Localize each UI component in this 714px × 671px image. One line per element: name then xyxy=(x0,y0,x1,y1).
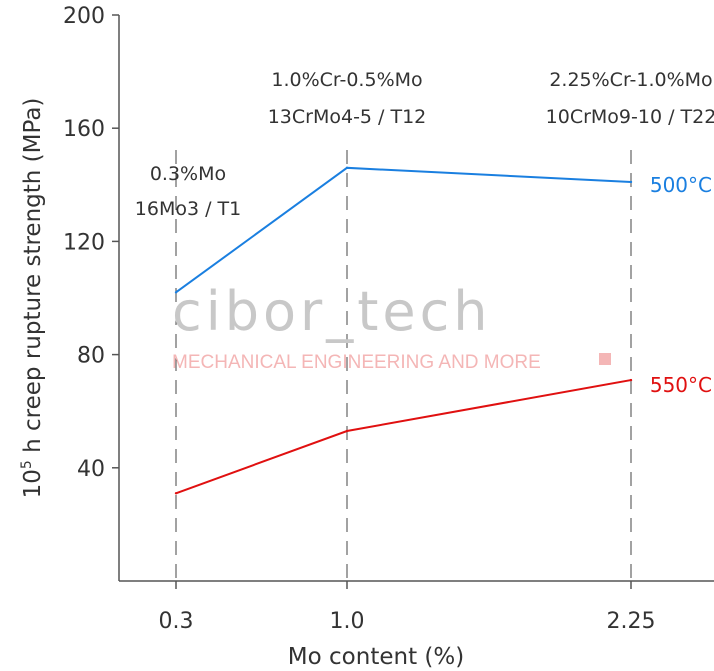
series-label-0: 500°C xyxy=(650,173,712,197)
series-0-point-0 xyxy=(174,291,178,294)
series-1-point-1 xyxy=(345,429,349,433)
annotation-0-line-1: 16Mo3 / T1 xyxy=(135,198,241,220)
y-tick-label-2: 120 xyxy=(63,230,105,255)
y-tick-label-4: 200 xyxy=(63,4,105,29)
y-axis-title: 105 h creep rupture strength (MPa) xyxy=(19,98,46,499)
series-0-point-2 xyxy=(629,180,633,184)
x-axis-title: Mo content (%) xyxy=(288,644,464,670)
x-ticks: 0.3 1.0 2.25 xyxy=(159,581,656,634)
annotation-1-line-0: 1.0%Cr-0.5%Mo xyxy=(271,69,422,91)
series-labels: 500°C 550°C xyxy=(650,173,712,397)
annotation-0-line-0: 0.3%Mo xyxy=(150,163,226,185)
series-label-1: 550°C xyxy=(650,373,712,397)
watermark-subtitle: MECHANICAL ENGINEERING AND MORE xyxy=(172,352,541,373)
series-1-point-0 xyxy=(174,492,178,495)
watermark-logo: cibor_tech xyxy=(172,280,492,343)
series xyxy=(174,166,633,495)
annotation-2-line-1: 10CrMo9-10 / T22 xyxy=(546,106,714,128)
series-line-0 xyxy=(175,166,632,294)
x-tick-label-0: 0.3 xyxy=(159,609,194,634)
steel-grade-annotations: 0.3%Mo 16Mo3 / T1 1.0%Cr-0.5%Mo 13CrMo4-5 /… xyxy=(135,69,714,220)
y-tick-label-3: 160 xyxy=(63,117,105,142)
annotation-2-line-0: 2.25%Cr-1.0%Mo xyxy=(549,69,712,91)
watermark: cibor_tech MECHANICAL ENGINEERING AND MO… xyxy=(172,280,611,373)
x-tick-label-2: 2.25 xyxy=(607,609,656,634)
series-1-point-2 xyxy=(629,378,633,382)
y-ticks: 40 80 120 160 200 xyxy=(63,4,119,482)
grid-lines xyxy=(175,150,632,581)
y-tick-label-1: 80 xyxy=(77,344,105,369)
x-tick-label-1: 1.0 xyxy=(330,609,365,634)
annotation-1-line-1: 13CrMo4-5 / T12 xyxy=(268,106,427,128)
watermark-square xyxy=(599,353,611,365)
series-0-point-1 xyxy=(345,166,349,170)
y-tick-label-0: 40 xyxy=(77,457,105,482)
series-line-1 xyxy=(175,379,632,495)
